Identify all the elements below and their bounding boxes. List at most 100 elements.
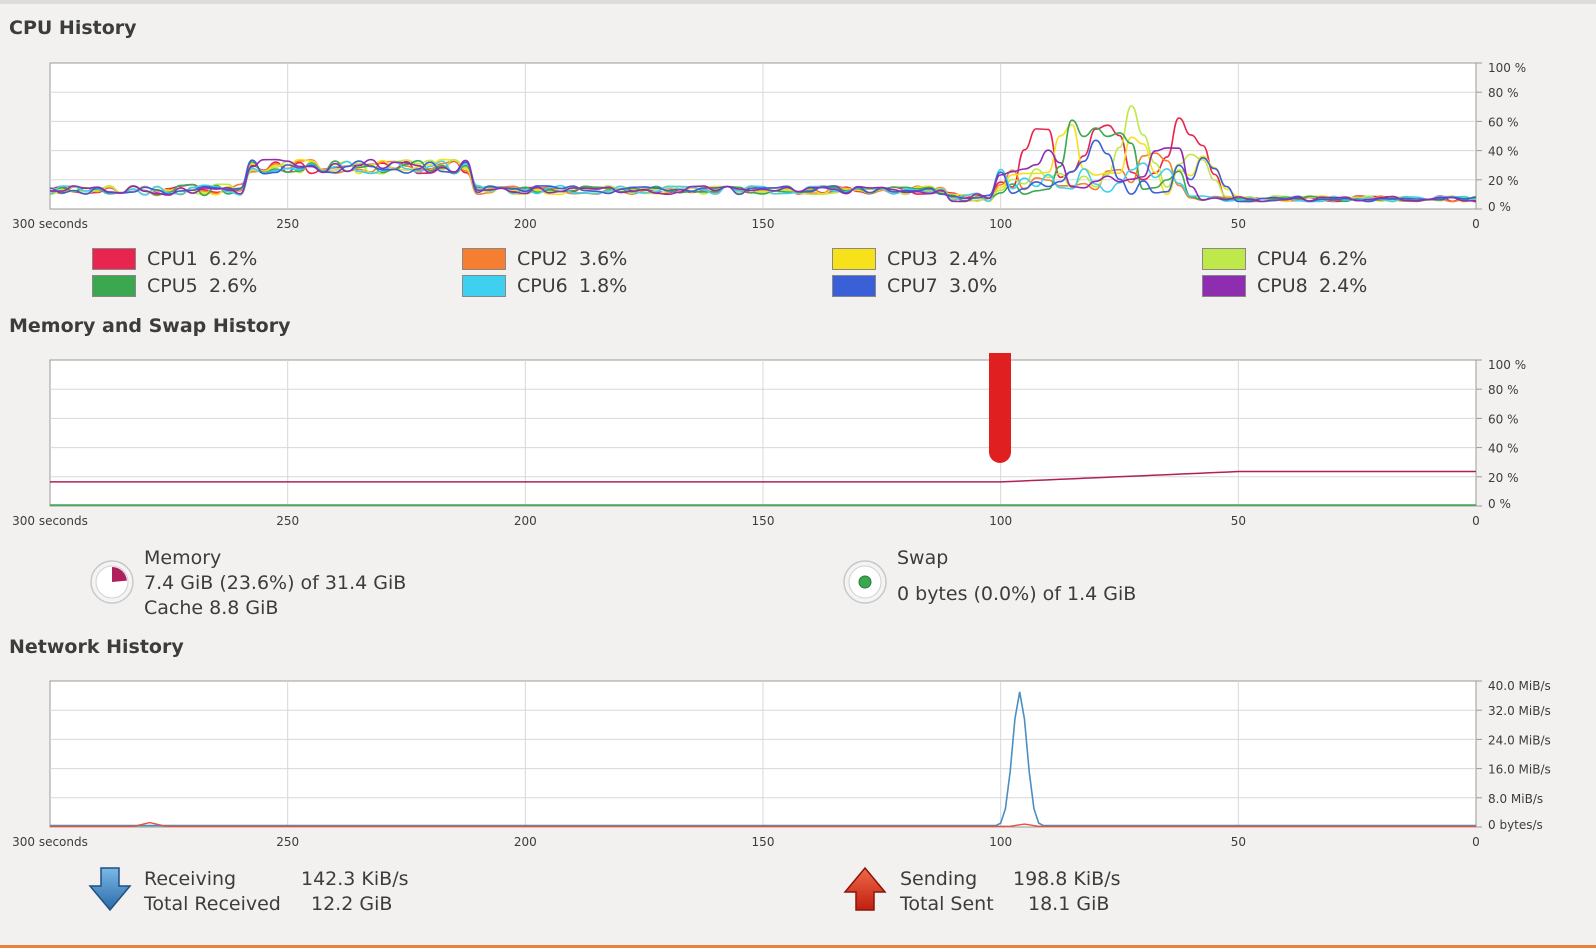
receiving-label: Receiving xyxy=(144,868,237,890)
total-sent-label: Total Sent xyxy=(900,893,994,915)
sending-arrow-icon xyxy=(843,866,887,911)
cpu-series-line xyxy=(49,147,1477,203)
total-received-label: Total Received xyxy=(144,893,281,915)
memory-y-axis: 100 % 80 % 60 % 40 % 20 % 0 % xyxy=(1476,358,1526,511)
cpu-legend-item[interactable]: CPU7 3.0% xyxy=(832,275,997,297)
y-tick-label: 20 % xyxy=(1488,471,1519,485)
receiving-series-line xyxy=(50,691,1476,827)
x-tick-label: 300 seconds xyxy=(12,217,88,231)
sending-series-line xyxy=(50,821,1476,827)
cpu-grid-lines xyxy=(50,63,1476,209)
cpu-legend-value: 1.8% xyxy=(579,275,628,297)
sending-value: 198.8 KiB/s xyxy=(1013,868,1121,890)
memory-info: Memory 7.4 GiB (23.6%) of 31.4 GiB Cache… xyxy=(144,546,406,621)
window-top-border xyxy=(0,0,1596,4)
x-tick-label: 250 xyxy=(276,217,299,231)
y-tick-label: 40 % xyxy=(1488,442,1519,456)
cpu-color-swatch[interactable] xyxy=(92,248,136,270)
network-grid-lines xyxy=(50,681,1476,827)
memory-label: Memory xyxy=(144,547,222,569)
cpu-legend-value: 2.4% xyxy=(949,248,998,270)
receiving-value: 142.3 KiB/s xyxy=(301,868,409,890)
memory-x-axis: 300 seconds 250 200 150 100 50 0 xyxy=(12,514,1480,528)
y-tick-label: 24.0 MiB/s xyxy=(1488,733,1551,747)
y-tick-label: 100 % xyxy=(1488,61,1526,75)
swap-usage: 0 bytes (0.0%) of 1.4 GiB xyxy=(897,583,1137,605)
cpu-history-title: CPU History xyxy=(9,17,137,39)
x-tick-label: 100 xyxy=(989,835,1012,849)
x-tick-label: 300 seconds xyxy=(12,835,88,849)
swap-label: Swap xyxy=(897,547,949,569)
cpu-legend-value: 6.2% xyxy=(209,248,258,270)
cpu-legend-item[interactable]: CPU2 3.6% xyxy=(462,248,627,270)
cpu-series-line xyxy=(49,160,1477,203)
memory-swap-history-title: Memory and Swap History xyxy=(9,315,291,337)
cpu-legend-name: CPU2 xyxy=(517,248,568,270)
x-tick-label: 150 xyxy=(752,217,775,231)
cpu-series-lines xyxy=(49,105,1477,203)
cpu-color-swatch[interactable] xyxy=(832,275,876,297)
x-tick-label: 0 xyxy=(1472,217,1480,231)
memory-pie-slice xyxy=(112,567,127,582)
x-tick-label: 50 xyxy=(1231,835,1246,849)
x-tick-label: 250 xyxy=(276,514,299,528)
x-tick-label: 100 xyxy=(989,217,1012,231)
cpu-legend-name: CPU8 xyxy=(1257,275,1308,297)
y-tick-label: 40.0 MiB/s xyxy=(1488,679,1551,693)
cpu-legend-item[interactable]: CPU3 2.4% xyxy=(832,248,997,270)
y-tick-label: 80 % xyxy=(1488,86,1519,100)
x-tick-label: 200 xyxy=(514,514,537,528)
y-tick-label: 16.0 MiB/s xyxy=(1488,763,1551,777)
swap-pie-icon xyxy=(843,560,887,604)
memory-cache: Cache 8.8 GiB xyxy=(144,597,279,619)
receiving-info: Receiving 142.3 KiB/s Total Received 12.2 … xyxy=(144,867,409,917)
cpu-legend-value: 2.4% xyxy=(1319,275,1368,297)
cpu-legend-item[interactable]: CPU5 2.6% xyxy=(92,275,257,297)
cpu-legend-item[interactable]: CPU1 6.2% xyxy=(92,248,257,270)
y-tick-label: 60 % xyxy=(1488,412,1519,426)
y-tick-label: 0 % xyxy=(1488,200,1511,214)
y-tick-label: 0 % xyxy=(1488,497,1511,511)
cpu-y-axis: 100 % 80 % 60 % 40 % 20 % 0 % xyxy=(1476,61,1526,214)
x-tick-label: 150 xyxy=(752,514,775,528)
cpu-legend-value: 3.0% xyxy=(949,275,998,297)
y-tick-label: 40 % xyxy=(1488,145,1519,159)
cpu-color-swatch[interactable] xyxy=(462,248,506,270)
network-history-graph: 300 seconds 250 200 150 100 50 0 40.0 MiB/s 32.… xyxy=(12,679,1551,849)
total-sent-value: 18.1 GiB xyxy=(1028,893,1110,915)
x-tick-label: 50 xyxy=(1231,514,1246,528)
cpu-series-line xyxy=(49,139,1477,203)
cpu-color-swatch[interactable] xyxy=(462,275,506,297)
cpu-legend-item[interactable]: CPU4 6.2% xyxy=(1202,248,1367,270)
x-tick-label: 0 xyxy=(1472,514,1480,528)
cpu-legend-name: CPU4 xyxy=(1257,248,1308,270)
x-tick-label: 250 xyxy=(276,835,299,849)
x-tick-label: 50 xyxy=(1231,217,1246,231)
cpu-color-swatch[interactable] xyxy=(92,275,136,297)
y-tick-label: 80 % xyxy=(1488,383,1519,397)
receiving-arrow-icon xyxy=(88,867,132,912)
y-tick-label: 32.0 MiB/s xyxy=(1488,704,1551,718)
sending-info: Sending 198.8 KiB/s Total Sent 18.1 GiB xyxy=(900,867,1121,917)
cpu-color-swatch[interactable] xyxy=(832,248,876,270)
network-y-axis: 40.0 MiB/s 32.0 MiB/s 24.0 MiB/s 16.0 MiB/s… xyxy=(1476,679,1551,832)
red-annotation-marker xyxy=(989,353,1011,463)
cpu-series-line xyxy=(49,119,1477,203)
network-x-axis: 300 seconds 250 200 150 100 50 0 xyxy=(12,835,1480,849)
cpu-color-swatch[interactable] xyxy=(1202,275,1246,297)
y-tick-label: 8.0 MiB/s xyxy=(1488,792,1543,806)
memory-series-lines xyxy=(50,470,1476,506)
cpu-color-swatch[interactable] xyxy=(1202,248,1246,270)
cpu-legend-value: 3.6% xyxy=(579,248,628,270)
swap-info: Swap 0 bytes (0.0%) of 1.4 GiB xyxy=(897,546,1136,607)
memory-swap-history-graph: 300 seconds 250 200 150 100 50 0 100 % 80 % 60 %… xyxy=(12,353,1526,528)
cpu-x-axis: 300 seconds 250 200 150 100 50 0 xyxy=(12,217,1480,231)
memory-usage: 7.4 GiB (23.6%) of 31.4 GiB xyxy=(144,572,407,594)
x-tick-label: 100 xyxy=(989,514,1012,528)
cpu-legend-value: 2.6% xyxy=(209,275,258,297)
cpu-legend-item[interactable]: CPU8 2.4% xyxy=(1202,275,1367,297)
cpu-legend-item[interactable]: CPU6 1.8% xyxy=(462,275,627,297)
y-tick-label: 20 % xyxy=(1488,174,1519,188)
network-history-title: Network History xyxy=(9,636,184,658)
x-tick-label: 200 xyxy=(514,835,537,849)
